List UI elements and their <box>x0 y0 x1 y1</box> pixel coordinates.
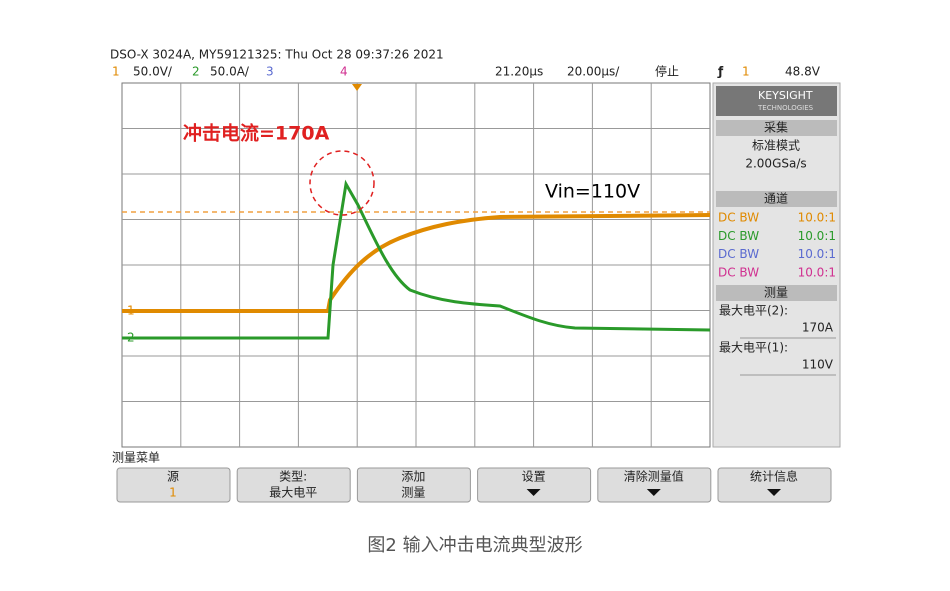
section-header <box>716 120 837 136</box>
channel-coupling: DC BW <box>718 247 759 261</box>
menu-button[interactable]: 统计信息 <box>717 467 832 503</box>
annotation-vin: Vin=110V <box>545 181 640 203</box>
menu-button[interactable]: 类型: 最大电平 <box>236 467 351 503</box>
button-bg <box>717 467 832 503</box>
ch2-marker: 2 <box>127 331 135 345</box>
logo-box <box>716 86 837 116</box>
button-bg <box>597 467 712 503</box>
measure-header: 测量 <box>764 286 788 300</box>
button-label: 清除测量值 <box>624 469 684 484</box>
peak-highlight <box>309 150 375 216</box>
trigger-source: 1 <box>742 65 750 79</box>
measure-value: 110V <box>802 358 834 372</box>
time-scale: 20.00µs/ <box>567 65 620 79</box>
trigger-marker <box>352 84 362 91</box>
button-bg <box>116 467 231 503</box>
menu-button[interactable]: 源1 <box>116 467 231 503</box>
channel-coupling: DC BW <box>718 211 759 225</box>
channel-probe: 10.0:1 <box>798 211 836 225</box>
ch4-num: 4 <box>340 65 348 79</box>
button-bg <box>477 467 592 503</box>
ch1-waveform <box>122 213 711 313</box>
ch1-num: 1 <box>112 65 120 79</box>
acquire-header: 采集 <box>764 120 788 135</box>
ch3-num: 3 <box>266 65 274 79</box>
button-label: 统计信息 <box>750 469 798 484</box>
ch2-waveform <box>122 179 711 340</box>
ch1-marker: 1 <box>127 304 135 318</box>
menu-title: 测量菜单 <box>112 451 160 465</box>
measure-label: 最大电平(1): <box>719 341 788 355</box>
menu-button[interactable]: 设置 <box>477 467 592 503</box>
menu-button[interactable]: 清除测量值 <box>597 467 712 503</box>
channel-coupling: DC BW <box>718 265 759 279</box>
channel-probe: 10.0:1 <box>798 229 836 243</box>
brand-sub: TECHNOLOGIES <box>757 104 814 112</box>
measure-label: 最大电平(2): <box>719 304 788 318</box>
button-value: 最大电平 <box>269 486 317 500</box>
trigger-icon: ƒ <box>717 65 724 79</box>
button-label: 源 <box>167 470 179 484</box>
button-bg <box>356 467 471 503</box>
panel-bg <box>712 82 841 448</box>
side-panel: KEYSIGHT TECHNOLOGIES 采集 标准模式 2.00GSa/s … <box>712 82 841 448</box>
button-label: 类型: <box>279 470 307 484</box>
button-arrow <box>526 489 541 496</box>
measure-value: 170A <box>802 321 834 335</box>
button-value: 测量 <box>401 486 425 500</box>
channels-header: 通道 <box>764 192 788 206</box>
time-delay: 21.20µs <box>495 65 543 79</box>
button-arrow <box>646 489 661 496</box>
ch2-scale: 50.0A/ <box>210 65 250 79</box>
button-value: 1 <box>169 486 177 500</box>
trigger-level: 48.8V <box>785 65 821 79</box>
status-bar: 1 50.0V/ 2 50.0A/ 3 4 21.20µs 20.00µs/ 停… <box>112 64 821 79</box>
caption: 图2 输入冲击电流典型波形 <box>367 535 582 556</box>
button-label: 添加 <box>401 470 425 484</box>
ch1-scale: 50.0V/ <box>133 65 173 79</box>
section-header <box>716 191 837 207</box>
channel-probe: 10.0:1 <box>798 265 836 279</box>
channel-probe: 10.0:1 <box>798 247 836 261</box>
sample-rate: 2.00GSa/s <box>745 157 806 171</box>
annotation-peak: 冲击电流=170A <box>183 122 330 145</box>
acquire-mode: 标准模式 <box>752 139 800 153</box>
button-bg <box>236 467 351 503</box>
run-state: 停止 <box>655 64 679 79</box>
header-title: DSO-X 3024A, MY59121325: Thu Oct 28 09:3… <box>110 48 444 62</box>
section-header <box>716 285 837 301</box>
ch2-num: 2 <box>192 65 200 79</box>
button-arrow <box>767 489 781 496</box>
brand: KEYSIGHT <box>758 89 813 102</box>
channel-coupling: DC BW <box>718 229 759 243</box>
button-label: 设置 <box>522 470 546 484</box>
